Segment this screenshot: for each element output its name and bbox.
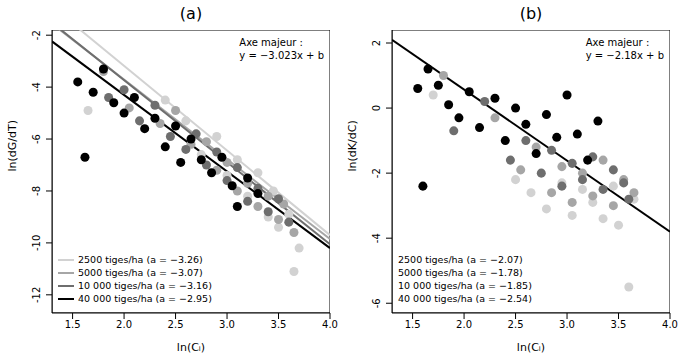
html-text:(a): (a) [179, 4, 203, 23]
svg-text:3.5: 3.5 [271, 319, 287, 330]
html-text:10 000 tiges/ha (a = −3.16): 10 000 tiges/ha (a = −3.16) [78, 280, 212, 291]
html-text:2500 tiges/ha (a = −3.26): 2500 tiges/ha (a = −3.26) [78, 254, 203, 265]
svg-text:2.5: 2.5 [508, 319, 524, 330]
html-text:2500 tiges/ha (a = −2.07): 2500 tiges/ha (a = −2.07) [398, 254, 523, 265]
svg-text:3.5: 3.5 [611, 319, 627, 330]
svg-text:-2: -2 [371, 168, 382, 178]
svg-text:ln(Cᵢ): ln(Cᵢ) [177, 341, 205, 354]
svg-text:2.0: 2.0 [456, 319, 472, 330]
svg-text:-8: -8 [31, 186, 42, 196]
svg-text:4.0: 4.0 [662, 319, 673, 330]
html-text:40 000 tiges/ha (a = −2.95): 40 000 tiges/ha (a = −2.95) [78, 293, 212, 304]
svg-text:-6: -6 [371, 298, 382, 308]
svg-text:-4: -4 [371, 233, 382, 243]
svg-text:-10: -10 [31, 235, 42, 251]
svg-text:2.0: 2.0 [116, 319, 132, 330]
html-text:5000 tiges/ha (a = −1.78): 5000 tiges/ha (a = −1.78) [398, 267, 523, 278]
svg-text:3.0: 3.0 [219, 319, 235, 330]
svg-text:0: 0 [371, 105, 382, 111]
svg-text:-12: -12 [31, 287, 42, 303]
svg-text:-6: -6 [31, 134, 42, 144]
html-text:Axe majeur :: Axe majeur : [239, 37, 303, 48]
html-text:5000 tiges/ha (a = −3.07): 5000 tiges/ha (a = −3.07) [78, 267, 203, 278]
svg-text:1.5: 1.5 [65, 319, 81, 330]
svg-text:2: 2 [371, 40, 382, 46]
html-text:40 000 tiges/ha (a = −2.54): 40 000 tiges/ha (a = −2.54) [398, 293, 532, 304]
svg-text:ln(dG/dT): ln(dG/dT) [8, 120, 19, 172]
html-text:y = −2.18x + b: y = −2.18x + b [585, 50, 664, 61]
svg-text:-4: -4 [31, 82, 42, 92]
html-text:10 000 tiges/ha (a = −1.85): 10 000 tiges/ha (a = −1.85) [398, 280, 532, 291]
html-text:y = −3.023x + b: y = −3.023x + b [239, 50, 324, 61]
svg-text:-2: -2 [31, 30, 42, 40]
svg-text:ln(dK/dC): ln(dK/dC) [346, 120, 359, 171]
svg-text:3.0: 3.0 [559, 319, 575, 330]
svg-text:2.5: 2.5 [168, 319, 184, 330]
html-text:Axe majeur :: Axe majeur : [585, 37, 650, 48]
html-text:(b): (b) [519, 4, 543, 23]
svg-text:1.5: 1.5 [405, 319, 421, 330]
svg-text:4.0: 4.0 [322, 319, 338, 330]
svg-text:ln(Cᵢ): ln(Cᵢ) [517, 341, 545, 354]
